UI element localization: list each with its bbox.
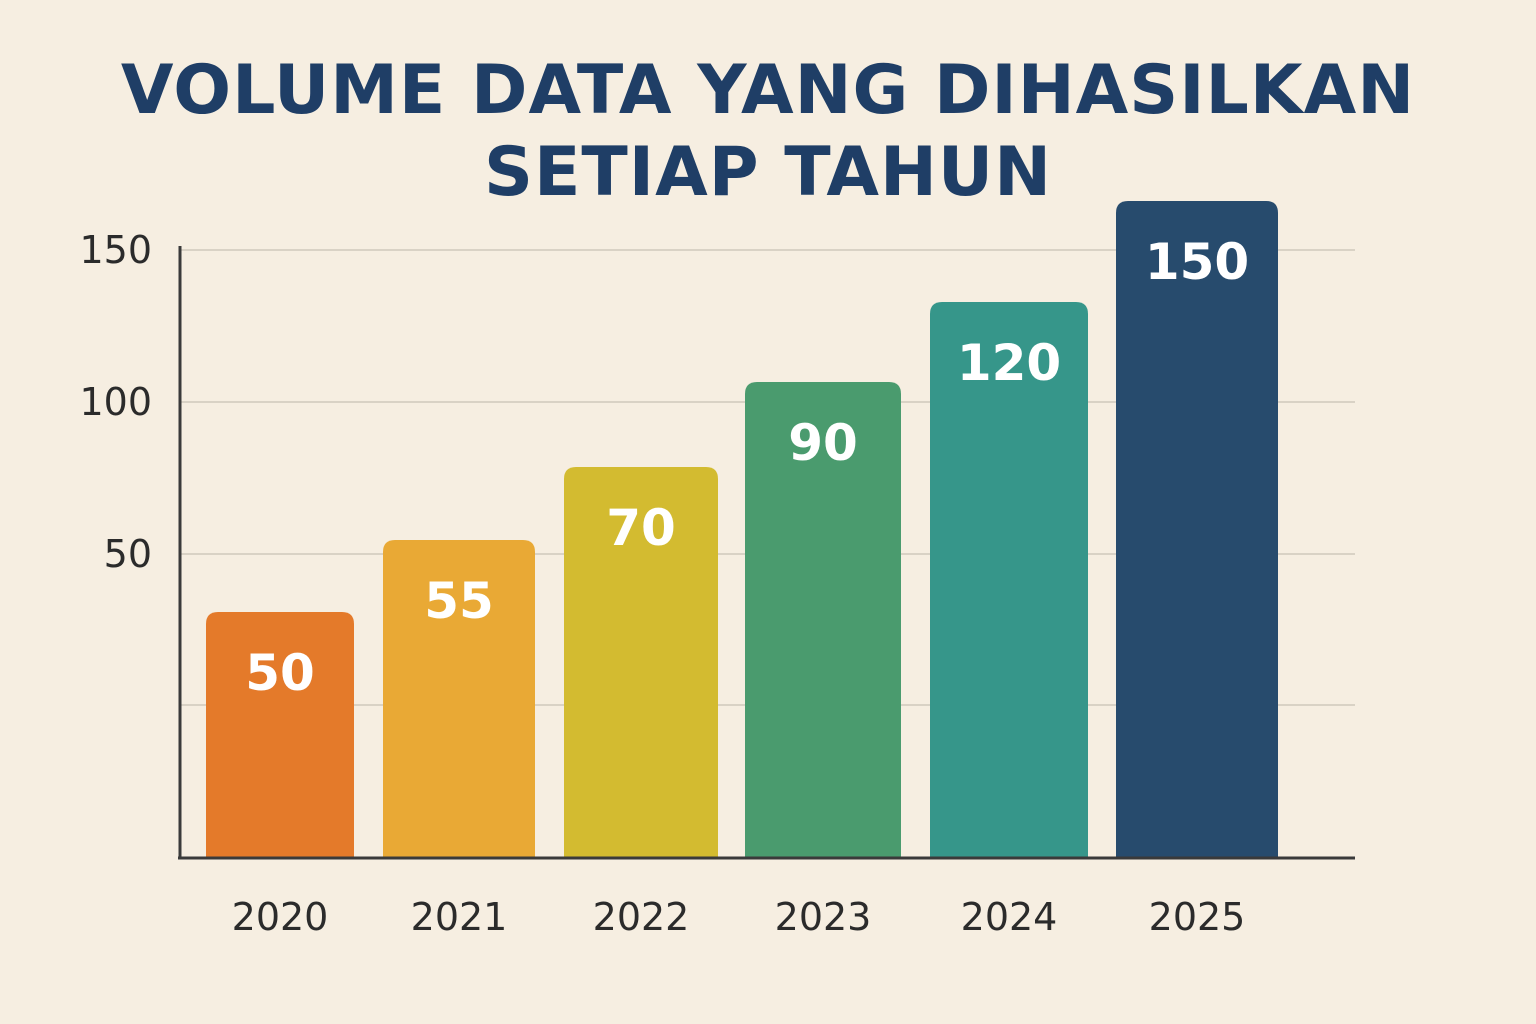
bar-2024 (930, 302, 1088, 858)
y-tick-label: 50 (104, 532, 152, 576)
bar-value-labels: 50 55 70 90 120 150 (245, 233, 1249, 702)
y-tick-label: 100 (79, 380, 152, 424)
bar-value-label: 50 (245, 644, 315, 702)
chart-title-line-2: SETIAP TAHUN (483, 133, 1053, 212)
chart-title: VOLUME DATA YANG DIHASILKAN SETIAP TAHUN (0, 50, 1536, 214)
x-tick-label: 2025 (1149, 895, 1246, 939)
x-tick-label: 2022 (593, 895, 690, 939)
x-tick-label: 2024 (961, 895, 1058, 939)
x-tick-label: 2021 (411, 895, 508, 939)
y-tick-label: 150 (79, 228, 152, 272)
bar-value-label: 90 (788, 414, 858, 472)
x-tick-label: 2023 (775, 895, 872, 939)
chart-title-line-1: VOLUME DATA YANG DIHASILKAN (120, 51, 1416, 130)
bar-2023 (745, 382, 901, 858)
bar-2021 (383, 540, 535, 858)
axes (178, 246, 1355, 860)
bar-value-label: 55 (424, 572, 494, 630)
bar-2022 (564, 467, 718, 858)
bar-value-label: 70 (606, 499, 676, 557)
y-tick-labels: 50 100 150 (79, 228, 152, 576)
bar-2025 (1116, 201, 1278, 858)
x-tick-labels: 2020 2021 2022 2023 2024 2025 (232, 895, 1246, 939)
bars (206, 201, 1278, 858)
bar-2020 (206, 612, 354, 858)
bar-value-label: 150 (1145, 233, 1249, 291)
x-tick-label: 2020 (232, 895, 329, 939)
bar-value-label: 120 (957, 334, 1061, 392)
